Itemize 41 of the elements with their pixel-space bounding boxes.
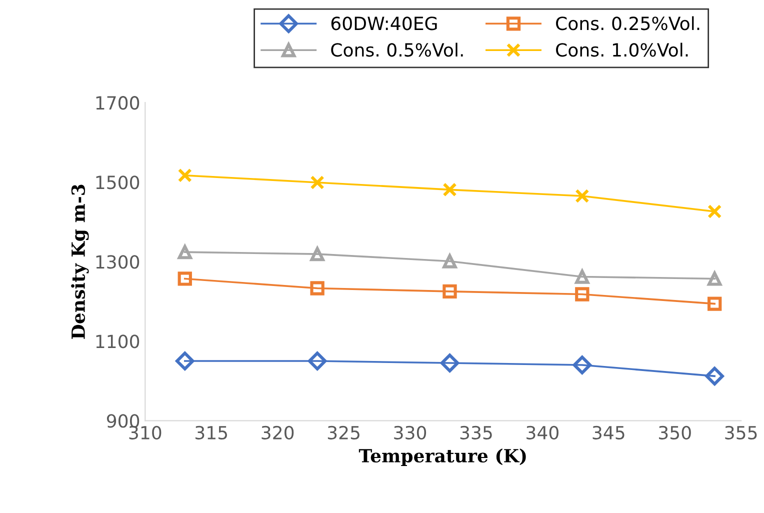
- y-tick-label: 1100: [96, 334, 140, 348]
- point: [575, 270, 590, 284]
- x-axis-title: Temperature (K): [358, 448, 526, 466]
- point: [708, 296, 722, 311]
- point: [178, 245, 192, 260]
- y-axis-title: Density Kg m-3: [71, 184, 89, 339]
- x-tick-label: 350: [659, 426, 691, 440]
- point: [575, 188, 590, 204]
- x-tick-label: 355: [725, 426, 757, 440]
- point: [308, 352, 327, 370]
- point: [310, 281, 324, 296]
- point: [708, 204, 722, 219]
- x-tick-label: 320: [262, 426, 294, 440]
- y-tick-label: 900: [106, 414, 140, 428]
- point: [575, 287, 590, 302]
- y-tick-label: 1700: [96, 96, 140, 110]
- x-tick-label: 310: [129, 426, 162, 440]
- point: [178, 272, 192, 286]
- x-tick-label: 330: [394, 426, 426, 440]
- point: [572, 356, 592, 374]
- point: [442, 284, 457, 299]
- x-tick-label: 340: [526, 426, 558, 440]
- point: [705, 366, 724, 386]
- point: [442, 182, 457, 197]
- x-tick-label: 335: [460, 426, 492, 440]
- point: [176, 352, 194, 370]
- legend-label: 60DW:40EG: [331, 16, 437, 30]
- y-tick-label: 1300: [96, 255, 140, 269]
- legend-label: Cons. 1.0%Vol.: [556, 42, 688, 57]
- x-tick-label: 345: [592, 426, 624, 440]
- y-tick-label: 1500: [96, 176, 140, 190]
- point: [708, 272, 722, 286]
- point: [442, 254, 457, 268]
- legend-label: Cons. 0.5%Vol.: [331, 42, 463, 57]
- x-tick-label: 315: [196, 426, 228, 440]
- point: [440, 354, 460, 372]
- point: [310, 246, 324, 262]
- point: [178, 168, 192, 182]
- point: [310, 175, 324, 190]
- x-tick-label: 325: [328, 426, 360, 440]
- legend-label: Cons. 0.25%Vol.: [556, 16, 700, 30]
